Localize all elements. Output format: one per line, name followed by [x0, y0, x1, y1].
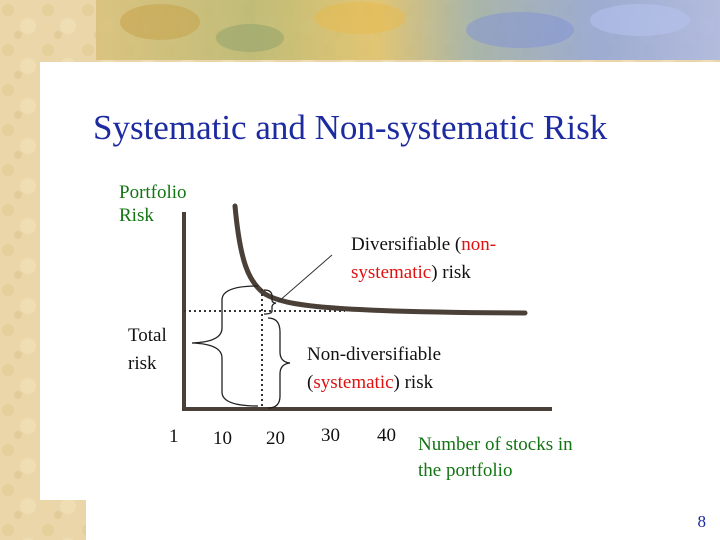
- total-risk-label: Total risk: [128, 322, 167, 378]
- diversifiable-prefix: Diversifiable (: [351, 234, 462, 255]
- x-axis-label: Number of stocks in the portfolio: [418, 432, 573, 484]
- x-axis-label-line1: Number of stocks in: [418, 434, 573, 455]
- non-diversifiable-label: Non-diversifiable (systematic) risk: [307, 341, 441, 397]
- diversifiable-label-line1: Diversifiable (non-: [351, 231, 496, 259]
- risk-curve: [232, 203, 528, 316]
- diversifiable-label: Diversifiable (non- systematic) risk: [351, 231, 496, 287]
- x-axis-label-line2: the portfolio: [418, 460, 513, 481]
- x-tick-30: 30: [321, 425, 340, 446]
- diversifiable-label-line2: systematic) risk: [351, 259, 496, 287]
- non-diversifiable-red: systematic: [313, 372, 394, 393]
- diversifiable-brace: [263, 289, 277, 315]
- non-diversifiable-open: (: [307, 372, 314, 393]
- diversifiable-red-1: non-: [461, 234, 497, 255]
- diversifiable-pointer: [277, 254, 333, 303]
- total-risk-brace: [191, 285, 259, 407]
- non-diversifiable-line1: Non-diversifiable: [307, 344, 442, 365]
- slide-title: Systematic and Non-systematic Risk: [93, 108, 608, 147]
- diversifiable-red-2: systematic: [351, 262, 432, 283]
- total-risk-line1: Total: [128, 325, 167, 346]
- page-number: 8: [697, 512, 707, 531]
- total-risk-line2: risk: [128, 353, 157, 374]
- diversifiable-suffix: ) risk: [431, 262, 471, 283]
- x-tick-20: 20: [266, 428, 285, 449]
- x-tick-1: 1: [169, 426, 179, 447]
- y-axis-label-line1: Portfolio: [119, 182, 187, 203]
- y-axis-label-line2: Risk: [119, 205, 154, 226]
- x-tick-10: 10: [213, 428, 232, 449]
- non-diversifiable-brace: [267, 317, 291, 409]
- x-tick-40: 40: [377, 425, 396, 446]
- non-diversifiable-suffix: ) risk: [393, 372, 434, 393]
- y-axis-label: Portfolio Risk: [119, 181, 187, 227]
- non-diversifiable-line2: (systematic) risk: [307, 369, 441, 397]
